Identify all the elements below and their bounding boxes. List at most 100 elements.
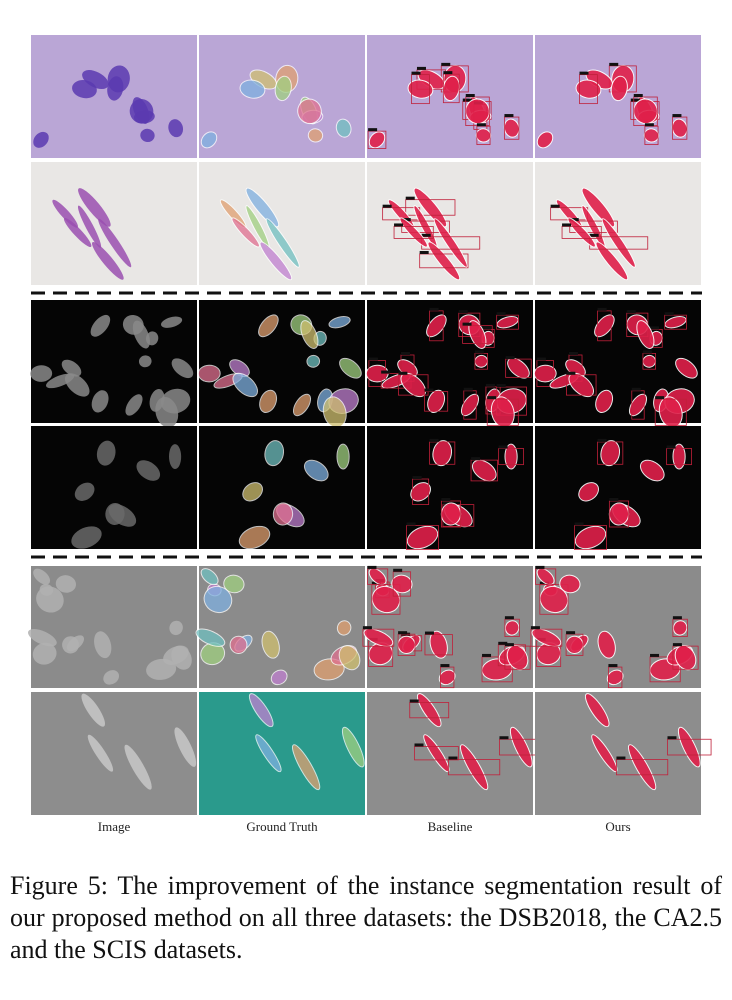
cell [90,314,111,337]
cell [291,744,321,791]
box-tag [393,568,403,572]
cell [223,574,245,594]
bounding-box [667,738,712,756]
panel-image [199,692,365,815]
bounding-box [448,759,501,776]
bounding-box [654,398,687,426]
box-tag [442,501,452,505]
cell [595,241,629,281]
bounding-box [530,628,563,647]
box-tag [566,631,576,635]
cell [74,482,95,501]
cell [643,128,660,143]
cell [98,218,132,268]
box-tag [419,250,429,254]
cell [533,364,557,383]
cell [416,693,442,728]
bounding-box [597,441,624,465]
cell [368,568,387,586]
cell [232,372,259,398]
box-tag [443,71,453,75]
cell [62,636,79,654]
box-tag [482,653,492,657]
cell [460,393,480,417]
cell [307,128,324,143]
cell [255,734,282,773]
cell [574,525,607,550]
box-tag [414,743,424,747]
cell [496,316,519,329]
bounding-box [496,314,519,330]
box-tag [362,626,372,630]
bounding-box [409,702,450,719]
box-tag [597,438,607,442]
column-label: Ground Truth [246,819,318,834]
cell [195,628,226,647]
cell [677,726,701,768]
cell [339,357,362,379]
box-tag [458,310,468,314]
box-tag [382,204,392,208]
cell [132,320,150,349]
bounding-box [672,645,699,670]
cell [429,630,448,659]
box-tag [367,565,377,569]
box-tag [463,387,473,391]
cell [92,241,124,280]
cell [578,482,599,502]
box-tag [381,370,391,374]
cell [261,630,280,659]
cell [539,585,569,614]
box-tag [608,664,618,668]
cell [595,389,614,413]
panel-image [31,426,197,549]
cell [536,131,554,149]
cell [363,628,394,647]
box-tag [626,310,636,314]
cell [270,669,288,686]
cell [565,635,584,654]
box-tag [672,114,682,118]
cell [536,568,555,586]
box-tag [394,223,404,227]
box-tag [409,699,419,703]
bounding-box [362,628,395,647]
cell [468,320,487,349]
bounding-box [498,448,524,466]
bounding-box [406,525,439,550]
box-tag [462,322,472,326]
box-tag [476,123,486,127]
box-tag [566,371,576,375]
box-tag [672,616,682,620]
bounding-box [470,459,498,482]
box-tag [664,312,674,316]
bounding-box [393,226,434,239]
cell [338,645,361,671]
cell [52,199,79,228]
cell [297,98,322,125]
cell [63,217,92,247]
cell [341,726,365,768]
box-tag [562,223,572,227]
bounding-box [504,645,531,670]
cell [675,357,698,379]
box-tag [672,643,682,647]
bounding-box [486,398,519,426]
box-tag [421,233,431,237]
box-tag [482,326,492,330]
cell [391,574,413,594]
cell [328,316,351,329]
cell [169,620,183,636]
bounding-box [424,634,453,656]
cell [601,218,636,268]
bounding-box [429,441,456,465]
box-tag [424,388,434,392]
cell [203,585,233,614]
cell [427,241,461,281]
column-label: Image [97,819,131,834]
box-tag [650,653,660,657]
box-tag [667,736,677,740]
cell [96,440,116,466]
cell [610,75,628,102]
